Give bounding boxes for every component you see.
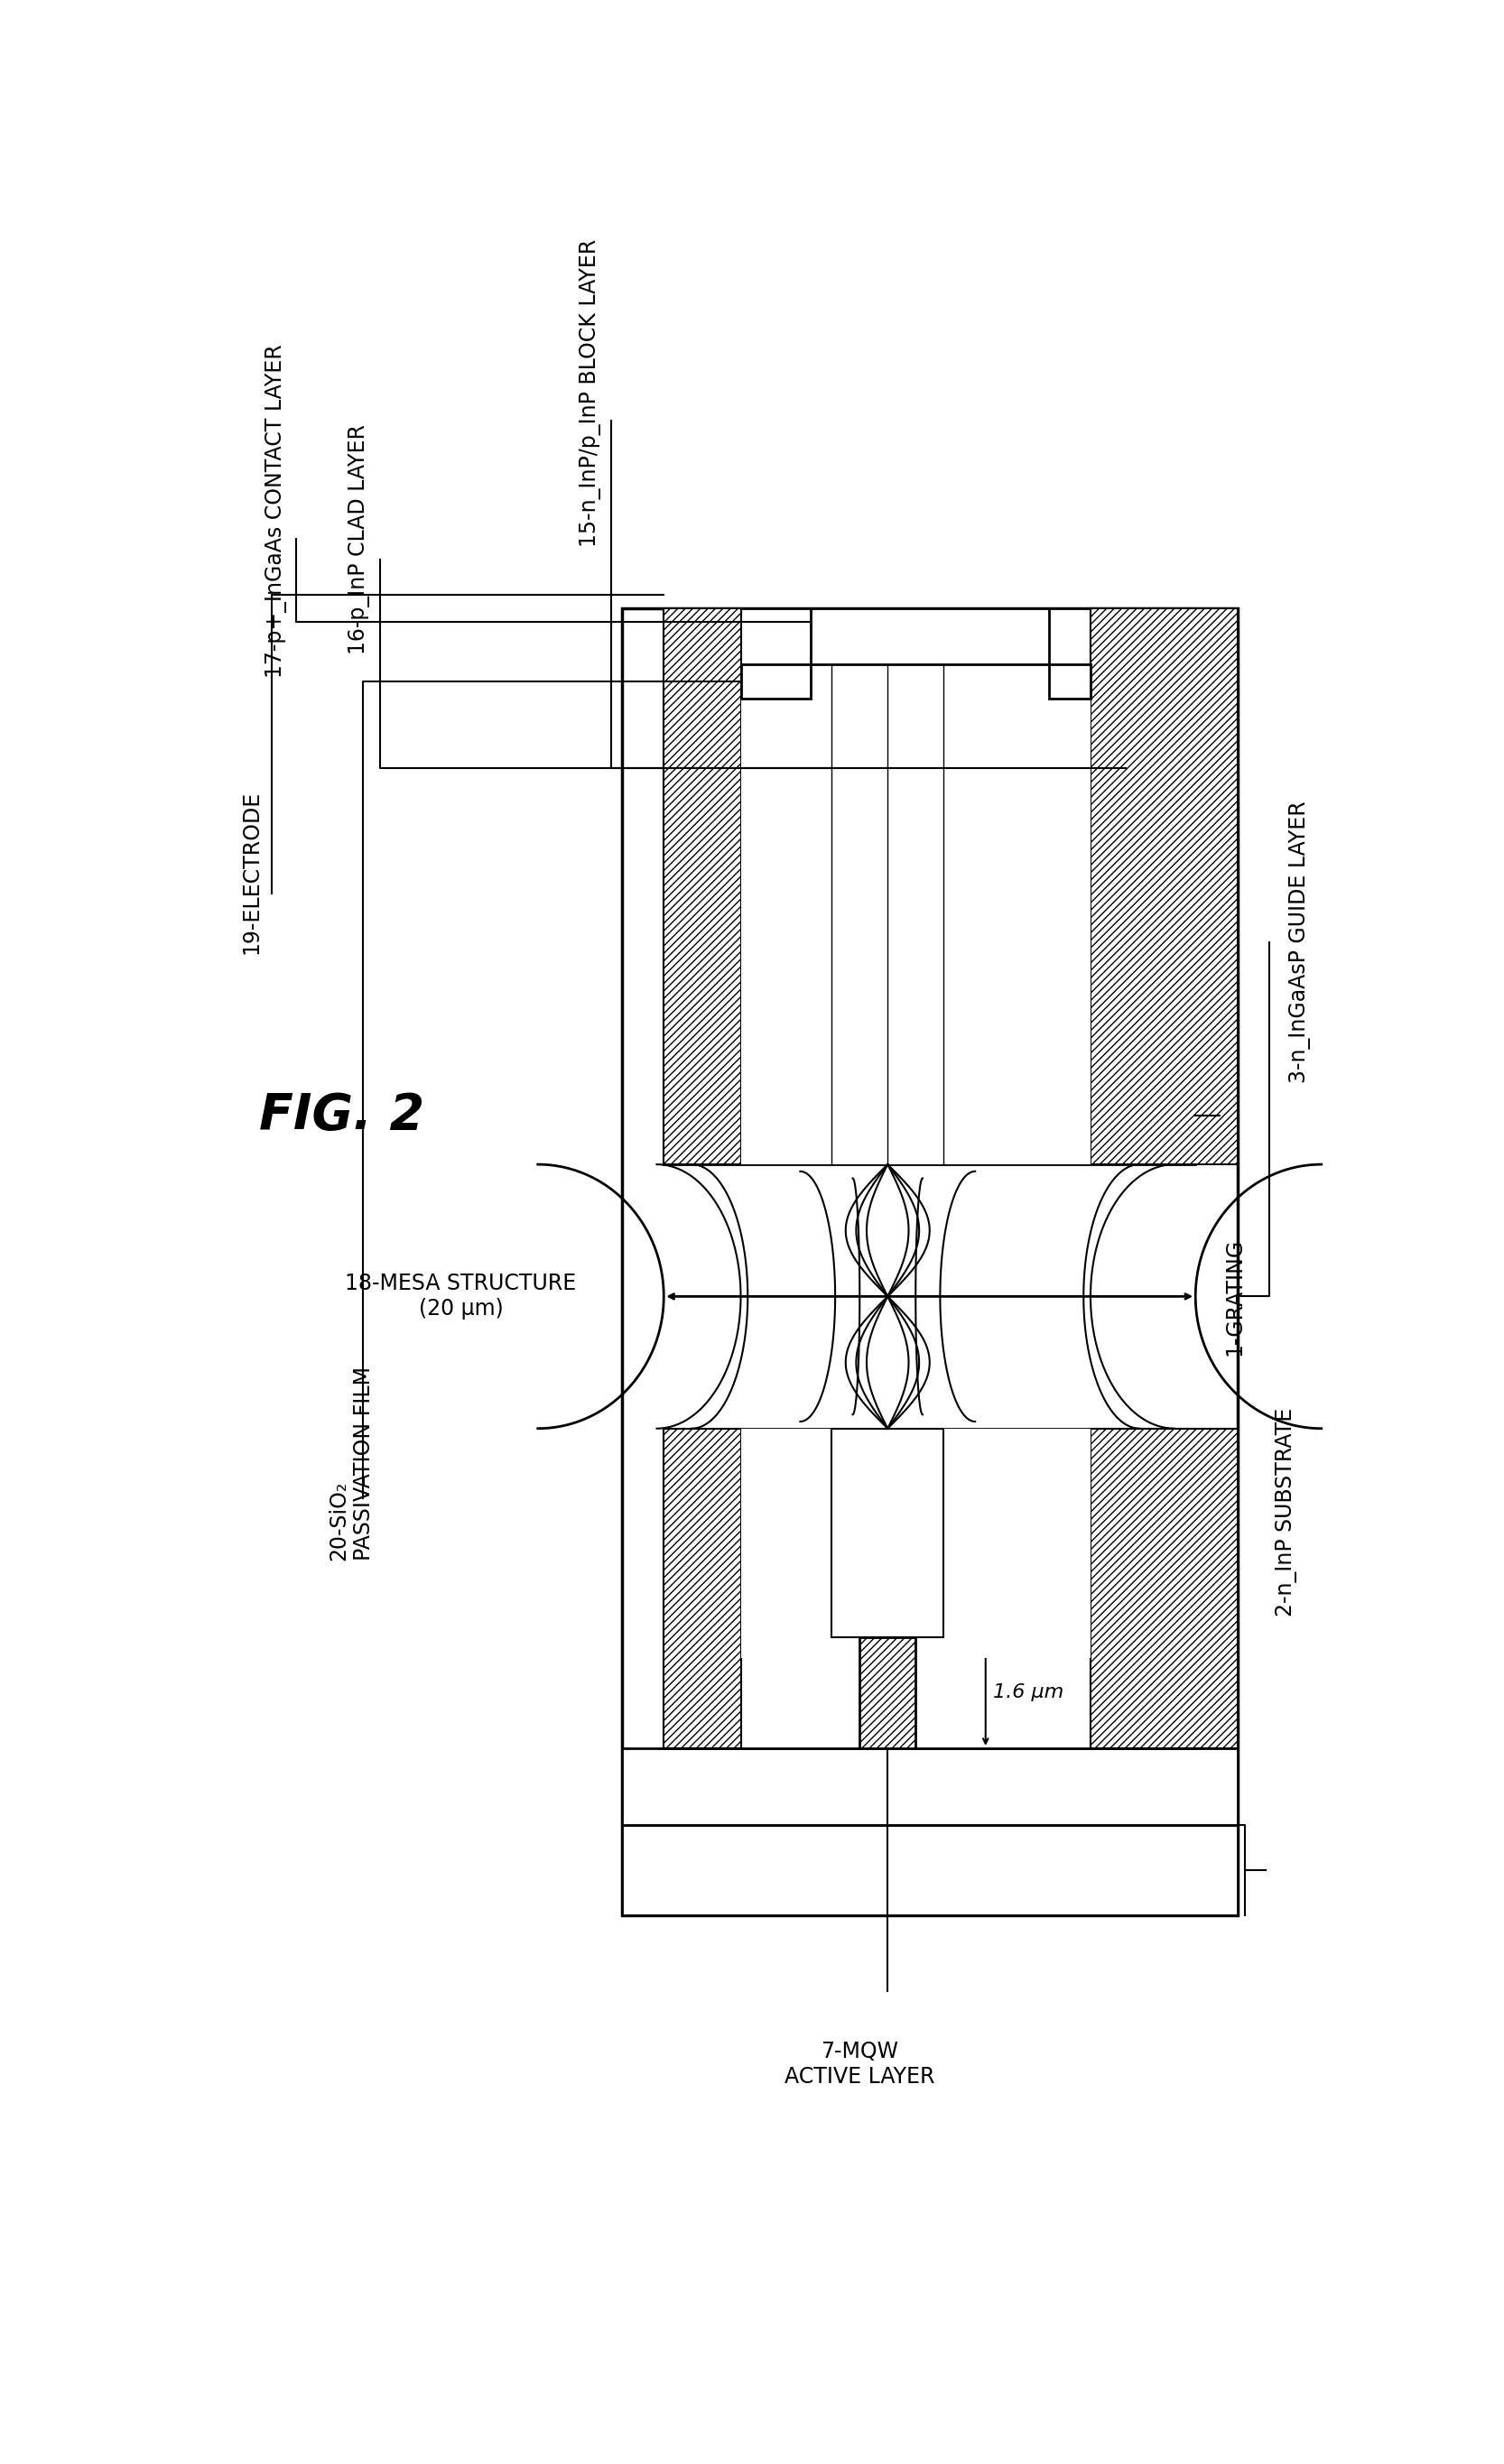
Bar	[1090, 1429, 1238, 1747]
Bar	[663, 609, 1196, 1165]
Bar	[740, 663, 811, 700]
Bar	[832, 1429, 943, 1636]
Bar	[663, 1429, 740, 1747]
Bar	[811, 609, 1048, 663]
Text: 15-n_InP/p_InP BLOCK LAYER: 15-n_InP/p_InP BLOCK LAYER	[581, 239, 602, 547]
Bar	[1090, 609, 1196, 1165]
Text: 1.6 μm: 1.6 μm	[993, 1683, 1063, 1703]
Bar	[740, 663, 1090, 1165]
Text: 20-SiO₂
PASSIVATION FILM: 20-SiO₂ PASSIVATION FILM	[328, 1365, 374, 1560]
Text: 7-MQW
ACTIVE LAYER: 7-MQW ACTIVE LAYER	[785, 2040, 935, 2087]
Text: 16-p_InP CLAD LAYER: 16-p_InP CLAD LAYER	[349, 424, 370, 653]
Text: 19-ELECTRODE: 19-ELECTRODE	[241, 791, 262, 954]
Text: 2-n_InP SUBSTRATE: 2-n_InP SUBSTRATE	[1275, 1407, 1298, 1616]
Bar	[621, 1826, 1238, 1915]
Bar	[663, 1429, 1196, 1747]
Bar	[740, 1429, 1090, 1658]
Text: 18-MESA STRUCTURE
(20 μm): 18-MESA STRUCTURE (20 μm)	[346, 1274, 576, 1321]
Bar	[621, 1747, 1238, 1826]
Bar	[1090, 1429, 1196, 1747]
Bar	[621, 609, 1238, 1915]
Text: 3-n_InGaAsP GUIDE LAYER: 3-n_InGaAsP GUIDE LAYER	[1289, 801, 1311, 1084]
Text: 1-GRATING: 1-GRATING	[1223, 1237, 1245, 1355]
Text: 17-p+_InGaAs CONTACT LAYER: 17-p+_InGaAs CONTACT LAYER	[265, 345, 287, 678]
Bar	[663, 609, 740, 1165]
Bar	[860, 1636, 916, 1747]
Text: FIG. 2: FIG. 2	[259, 1092, 424, 1141]
Bar	[1090, 609, 1238, 1165]
Bar	[1048, 663, 1090, 700]
